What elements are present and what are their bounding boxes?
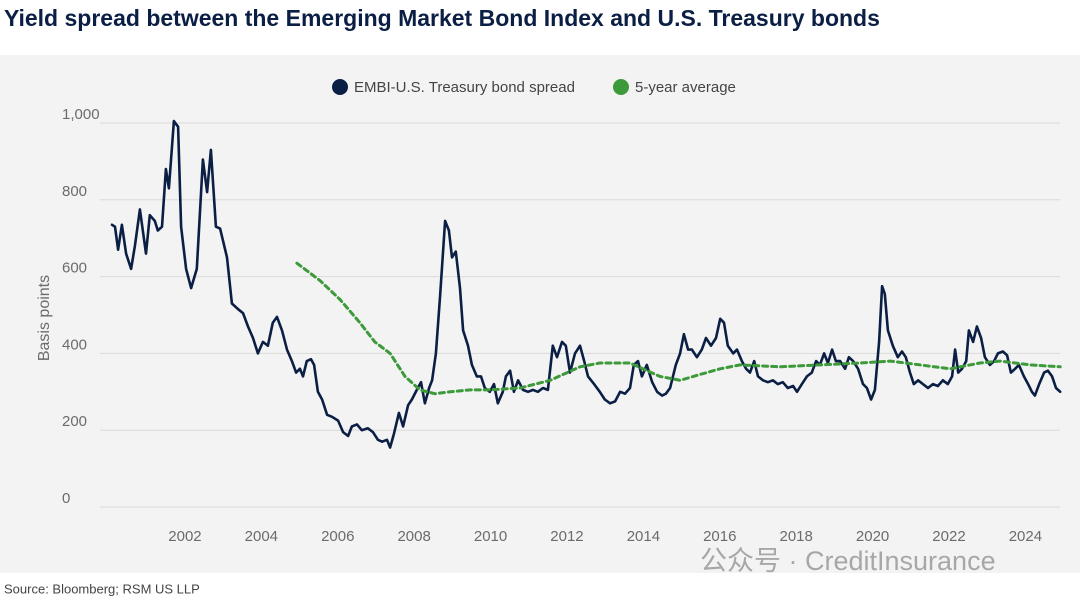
y-tick-label: 0 bbox=[62, 490, 70, 507]
y-tick-label: 1,000 bbox=[62, 106, 100, 123]
plot-background bbox=[0, 55, 1080, 573]
series-line bbox=[295, 261, 1062, 396]
legend-label: EMBI-U.S. Treasury bond spread bbox=[354, 79, 575, 96]
x-tick-label: 2024 bbox=[1009, 528, 1042, 545]
legend-swatch bbox=[332, 79, 348, 95]
chart-title: Yield spread between the Emerging Market… bbox=[4, 5, 880, 31]
x-tick-label: 2006 bbox=[321, 528, 354, 545]
y-tick-label: 800 bbox=[62, 183, 87, 200]
x-tick-label: 2010 bbox=[474, 528, 507, 545]
x-tick-label: 2012 bbox=[550, 528, 583, 545]
x-tick-label: 2008 bbox=[397, 528, 430, 545]
series-line bbox=[110, 119, 1062, 449]
x-tick-label: 2004 bbox=[245, 528, 278, 545]
y-tick-label: 600 bbox=[62, 260, 87, 277]
watermark: 公众号 · CreditInsurance bbox=[700, 546, 996, 576]
y-tick-label: 200 bbox=[62, 413, 87, 430]
x-tick-label: 2020 bbox=[856, 528, 889, 545]
x-tick-label: 2002 bbox=[168, 528, 201, 545]
legend-label: 5-year average bbox=[635, 79, 736, 96]
x-tick-label: 2014 bbox=[627, 528, 660, 545]
y-tick-label: 400 bbox=[62, 336, 87, 353]
source-note: Source: Bloomberg; RSM US LLP bbox=[4, 581, 200, 596]
legend-swatch bbox=[613, 79, 629, 95]
x-tick-label: 2022 bbox=[932, 528, 965, 545]
x-tick-label: 2016 bbox=[703, 528, 736, 545]
y-axis-label: Basis points bbox=[36, 275, 53, 361]
legend: EMBI-U.S. Treasury bond spread 5-year ave… bbox=[332, 79, 736, 96]
x-tick-label: 2018 bbox=[779, 528, 812, 545]
